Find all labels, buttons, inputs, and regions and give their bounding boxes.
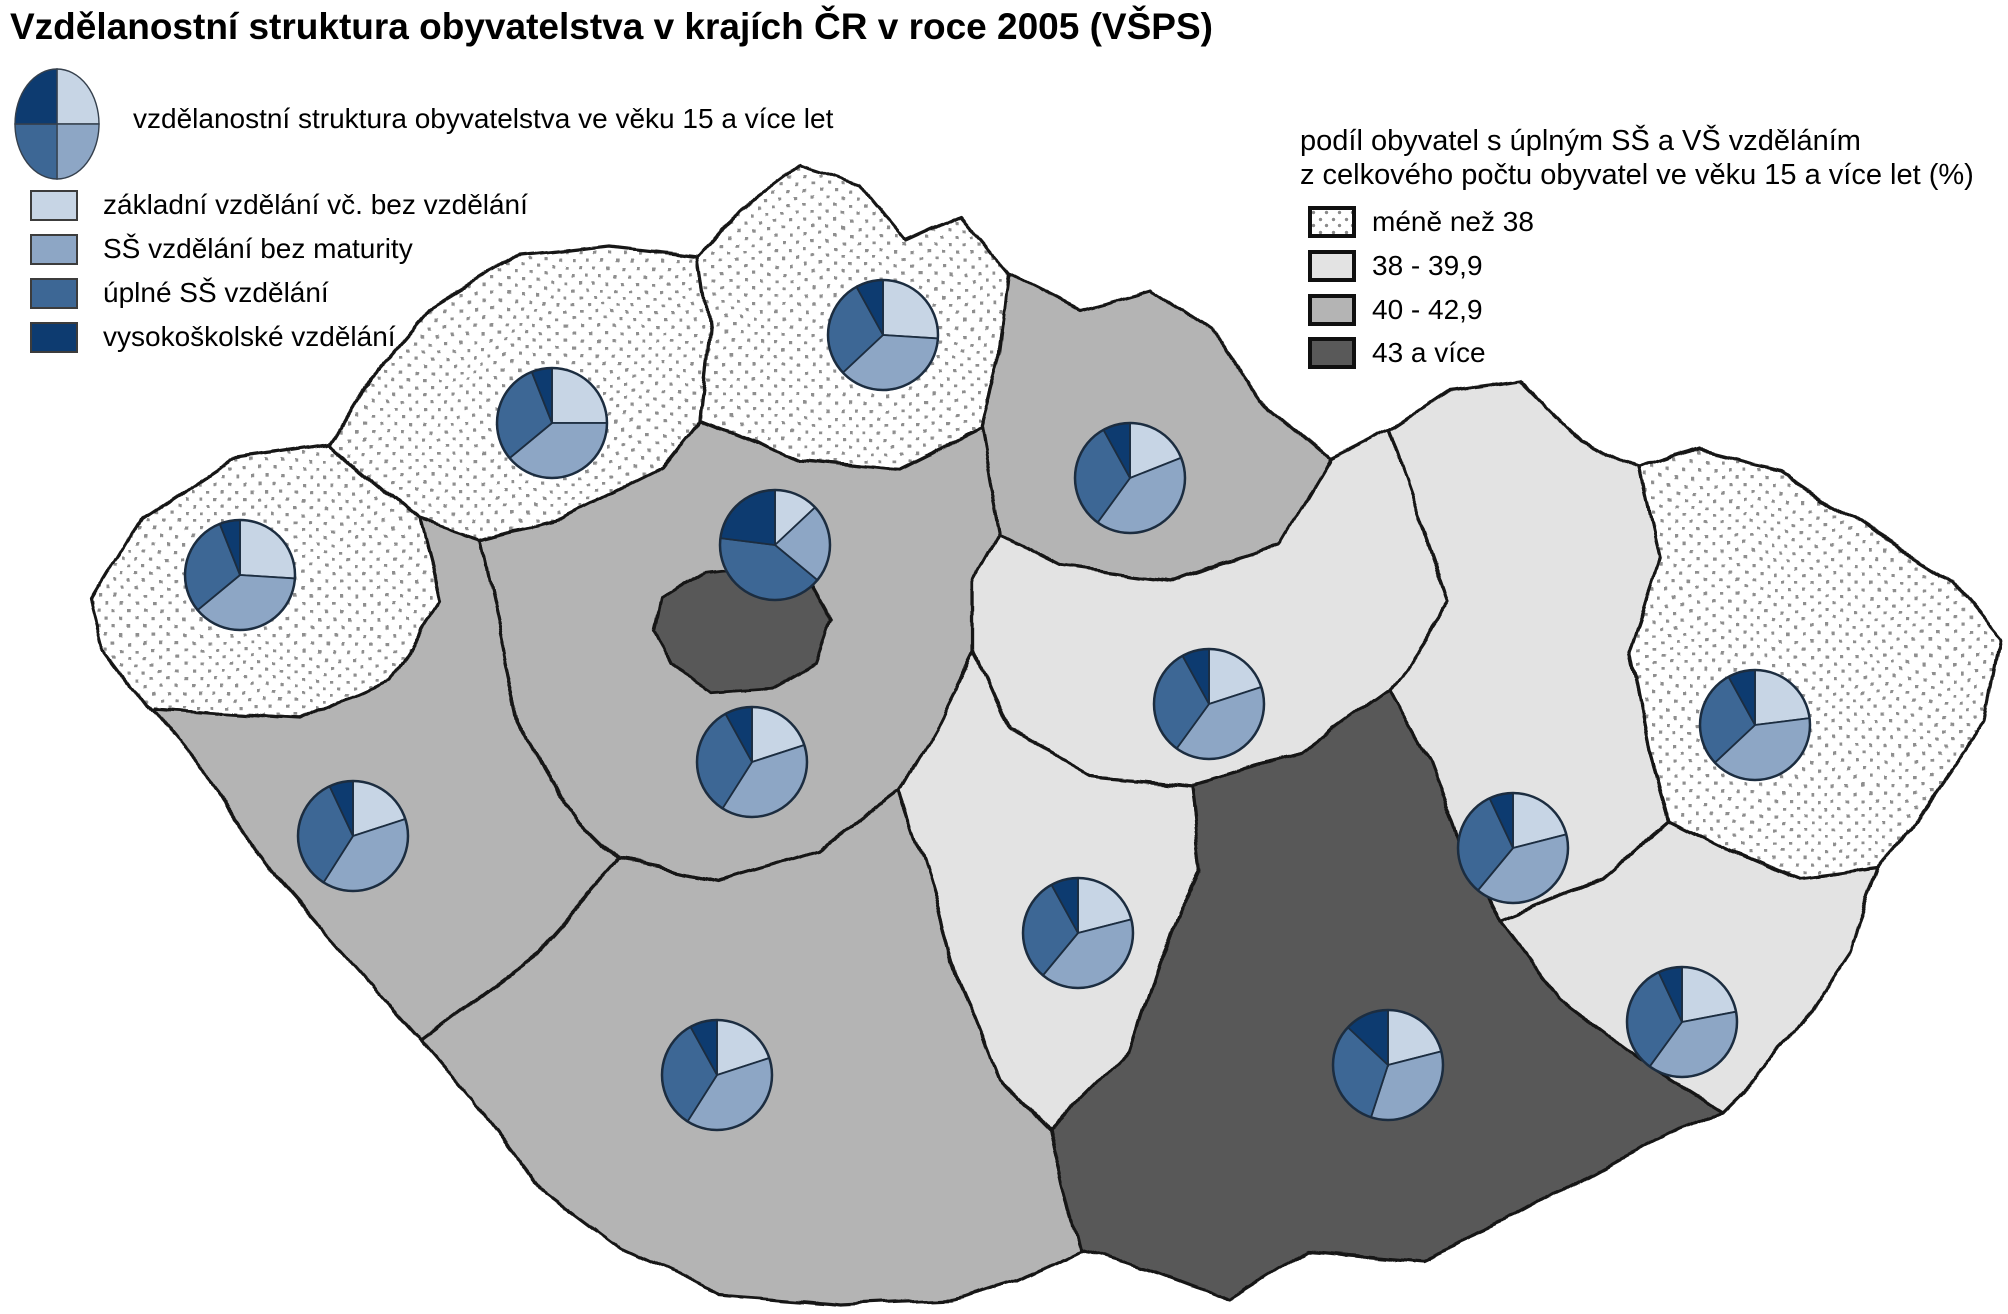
pie-plzensky [296,779,410,893]
pie-stredocesky-outline [695,705,809,819]
choropleth-legend-heading: podíl obyvatel s úplným SŠ a VŠ vzdělání… [1300,124,1974,192]
pie-stredocesky [695,705,809,819]
region-plzensky [148,518,622,1042]
pie-jihomoravsky-outline [1331,1008,1445,1122]
swatch-38-39-9 [1308,250,1356,282]
pie-liberecky-outline [826,278,940,392]
pie-jihocesky [660,1018,774,1132]
legend-pie-icon [14,68,100,180]
pie-ustecky-outline [495,366,609,480]
swatch-40-42-9 [1308,294,1356,326]
choropleth-legend-label: méně než 38 [1372,206,1534,237]
choropleth-legend-label: 38 - 39,9 [1372,250,1483,281]
pie-ustecky [495,366,609,480]
pie-pardubicky [1152,647,1266,761]
pie-karlovarsky [183,518,297,632]
pie-praha [718,488,832,602]
pie-karlovarsky-outline [183,518,297,632]
swatch-uplne-ss [30,277,78,309]
choropleth-heading-line2: z celkového počtu obyvatel ve věku 15 a … [1300,159,1974,191]
pie-olomoucky [1456,791,1570,905]
region-moravskoslezsky [1628,448,2002,882]
pie-jihocesky-outline [660,1018,774,1132]
pie-legend-item-ss-bez-maturity: SŠ vzdělání bez maturity [30,233,413,265]
pie-chart-layer [183,278,1812,1132]
pie-zlinsky [1625,965,1739,1079]
swatch-ss-bez-maturity [30,233,78,265]
pie-legend-label: úplné SŠ vzdělání [103,277,329,308]
pie-kralovehradecky [1073,421,1187,535]
swatch-zakladni-vzdelani [30,189,78,221]
pie-legend-item-uplne-ss: úplné SŠ vzdělání [30,277,329,309]
swatch-43-a-vice [1308,337,1356,369]
swatch-mene-nez-38 [1308,206,1356,238]
pie-legend-label: vysokoškolské vzdělání [103,321,396,352]
pie-liberecky [826,278,940,392]
pie-zlinsky-outline [1625,965,1739,1079]
swatch-vysokoskolske [30,321,78,353]
choropleth-legend-item-1: 38 - 39,9 [1308,250,1483,282]
pie-legend-item-zakladni: základní vzdělání vč. bez vzdělání [30,189,528,221]
pie-legend-heading: vzdělanostní struktura obyvatelstva ve v… [133,103,834,134]
pie-vysocina-outline [1021,876,1135,990]
pie-legend-label: základní vzdělání vč. bez vzdělání [103,189,528,220]
pie-legend-label: SŠ vzdělání bez maturity [103,233,413,264]
choropleth-legend-label: 43 a více [1372,337,1486,368]
choropleth-legend-item-2: 40 - 42,9 [1308,294,1483,326]
pie-praha-outline [718,488,832,602]
pie-plzensky-outline [296,779,410,893]
pie-vysocina [1021,876,1135,990]
pie-jihomoravsky [1331,1008,1445,1122]
choropleth-legend-item-3: 43 a více [1308,337,1486,369]
choropleth-legend-label: 40 - 42,9 [1372,294,1483,325]
choropleth-legend-item-0: méně než 38 [1308,206,1534,238]
pie-moravskoslezsky [1698,668,1812,782]
page-title: Vzdělanostní struktura obyvatelstva v kr… [10,6,1213,47]
pie-moravskoslezsky-outline [1698,668,1812,782]
pie-olomoucky-outline [1456,791,1570,905]
pie-kralovehradecky-outline [1073,421,1187,535]
pie-pardubicky-outline [1152,647,1266,761]
choropleth-heading-line1: podíl obyvatel s úplným SŠ a VŠ vzdělání… [1300,125,1861,157]
region-kralovehradecky [978,273,1332,582]
pie-legend-item-vysokoskolske: vysokoškolské vzdělání [30,321,396,353]
